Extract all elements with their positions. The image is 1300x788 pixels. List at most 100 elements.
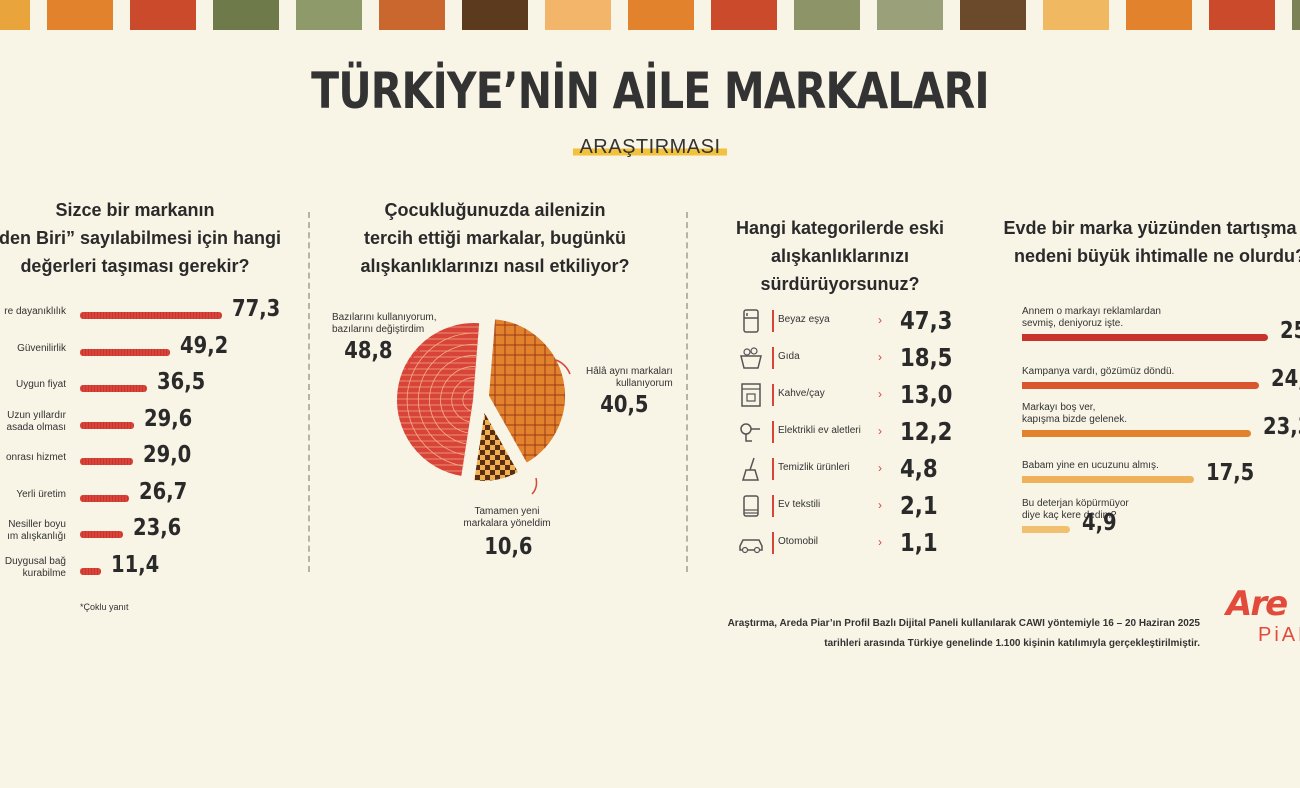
pie-label-some-line-2: bazılarını değiştirdim xyxy=(332,324,425,335)
habits-pie-chart xyxy=(395,317,571,495)
bar-category-label: Güvenilirlik xyxy=(17,342,66,354)
category-separator xyxy=(772,347,774,369)
logo-bottom-text: PiAR xyxy=(1258,624,1300,646)
stripe-block xyxy=(1292,0,1300,30)
pie-slice xyxy=(486,317,567,466)
pie-arrow-right xyxy=(555,359,571,375)
pie-arrow-bottom xyxy=(531,477,538,495)
question-1: Sizce bir markanın eden Biri” sayılabilm… xyxy=(0,196,310,280)
category-row: Temizlik ürünleri › 4,8 xyxy=(738,454,958,484)
question-3-line-1: Hangi kategorilerde eski xyxy=(735,218,945,238)
pie-label-same-line-1: Hâlâ aynı markaları xyxy=(586,366,673,377)
bar xyxy=(80,494,130,502)
stripe-block xyxy=(1209,0,1275,30)
pie-slice-texture xyxy=(406,332,480,467)
bar-value-label: 17,5 xyxy=(1206,460,1255,486)
argument-label-line: Kampanya vardı, gözümüz döndü. xyxy=(1022,366,1175,377)
pie-arrow-left xyxy=(405,347,423,375)
question-3: Hangi kategorilerde eski alışkanlıkların… xyxy=(690,214,990,298)
top-decorative-stripe xyxy=(0,0,1300,30)
bar-value-label: 49,2 xyxy=(180,332,229,359)
bar-value-label: 4,9 xyxy=(1082,510,1117,536)
question-2: Çocukluğunuzda ailenizin tercih ettiği m… xyxy=(330,196,660,280)
bar-value-label: 25 xyxy=(1280,318,1300,344)
category-label: Temizlik ürünleri xyxy=(778,462,850,473)
towel-icon xyxy=(738,493,764,519)
bar xyxy=(80,458,134,465)
pie-slice-texture xyxy=(417,343,479,456)
argument-label-line: Bu deterjan köpürmüyor xyxy=(1022,498,1129,509)
page-title: TÜRKİYE’NİN AİLE MARKALARI xyxy=(311,62,989,120)
bar xyxy=(80,312,222,319)
pie-label-same: Hâlâ aynı markaları kullanıyorum xyxy=(586,366,673,390)
chevron-right-icon: › xyxy=(878,387,882,401)
category-value: 18,5 xyxy=(900,343,953,372)
bar-category-label: onrası hizmet xyxy=(5,452,66,463)
argument-label: Bu deterjan köpürmüyor diye kaç kere dedi… xyxy=(1022,498,1129,522)
stripe-block xyxy=(462,0,528,30)
argument-label: Annem o markayı reklamlardan sevmiş, deni… xyxy=(1022,306,1161,330)
areda-piar-logo: Are PiAR xyxy=(1226,584,1300,646)
category-separator xyxy=(772,310,774,332)
pie-label-some-line-1: Bazılarını kullanıyorum, xyxy=(332,312,437,323)
argument-label-line: kapışma bizde gelenek. xyxy=(1022,414,1128,425)
chevron-right-icon: › xyxy=(878,498,882,512)
category-value: 2,1 xyxy=(900,491,938,520)
bar-value-label: 29,0 xyxy=(143,442,192,468)
category-separator xyxy=(772,384,774,406)
bar-value-label: 24,1 xyxy=(1271,366,1300,392)
stripe-block xyxy=(213,0,279,30)
question-4-line-1: Evde bir marka yüzünden tartışma çı xyxy=(1003,218,1300,238)
chevron-right-icon: › xyxy=(878,313,882,327)
category-separator xyxy=(772,421,774,443)
category-row: Gıda › 18,5 xyxy=(738,343,958,373)
logo-top-text: Are xyxy=(1226,584,1288,624)
category-value: 13,0 xyxy=(900,380,953,409)
pie-slice-texture xyxy=(451,377,476,423)
bar-value-label: 26,7 xyxy=(139,478,188,505)
stripe-block xyxy=(794,0,860,30)
argument-label-line: diye kaç kere dedim? xyxy=(1022,510,1117,521)
question-1-line-3: değerleri taşıması gerekir? xyxy=(20,256,250,276)
methodology-footer: Araştırma, Areda Piar’ın Profil Bazlı Di… xyxy=(700,614,1200,654)
category-separator xyxy=(772,532,774,554)
grocery-basket-icon xyxy=(738,345,764,371)
pie-label-new-line-1: Tamamen yeni xyxy=(474,506,540,517)
category-row: Elektrikli ev aletleri › 12,2 xyxy=(738,417,958,447)
bar-value-label: 29,6 xyxy=(144,405,193,432)
category-value: 4,8 xyxy=(900,454,938,483)
pie-slice-texture xyxy=(429,355,478,445)
chevron-right-icon: › xyxy=(878,535,882,549)
stripe-block xyxy=(960,0,1026,30)
bar-category-label: Nesiller boyu ım alışkanlığı xyxy=(7,519,66,542)
section-divider-1 xyxy=(308,212,310,572)
bar xyxy=(1022,430,1252,437)
footnote-multiple-answers: *Çoklu yanıt xyxy=(80,602,129,612)
bar-category-label: re dayanıklılık xyxy=(4,306,66,317)
stripe-block xyxy=(379,0,445,30)
question-2-line-3: alışkanlıklarınızı nasıl etkiliyor? xyxy=(360,256,630,276)
bar xyxy=(80,531,124,538)
chevron-right-icon: › xyxy=(878,350,882,364)
bar xyxy=(80,385,148,392)
argument-label-line: Markayı boş ver, xyxy=(1022,402,1096,413)
bar xyxy=(1022,476,1195,483)
pie-label-some: Bazılarını kullanıyorum, bazılarını deği… xyxy=(332,312,437,336)
stripe-block xyxy=(130,0,196,30)
category-value: 1,1 xyxy=(900,528,938,557)
question-3-line-2: alışkanlıklarınızı sürdürüyorsunuz? xyxy=(760,246,920,294)
question-2-line-2: tercih ettiği markalar, bugünkü xyxy=(363,228,627,248)
bar-category-label: Duygusal bağ kurabilme xyxy=(4,555,66,579)
question-4-line-2: nedeni büyük ihtimalle ne olurdu? xyxy=(1013,246,1300,266)
pie-slice xyxy=(395,321,482,479)
stripe-block xyxy=(296,0,362,30)
chevron-right-icon: › xyxy=(878,461,882,475)
bar-category-label: Uygun fiyat xyxy=(15,379,66,390)
footer-line-2: tarihleri arasında Türkiye genelinde 1.1… xyxy=(824,638,1200,649)
category-row: Kahve/çay › 13,0 xyxy=(738,380,958,410)
stripe-block xyxy=(711,0,777,30)
coffee-machine-icon xyxy=(738,382,764,408)
stripe-block xyxy=(47,0,113,30)
pie-slice xyxy=(471,406,521,483)
question-1-line-1: Sizce bir markanın xyxy=(55,200,215,220)
